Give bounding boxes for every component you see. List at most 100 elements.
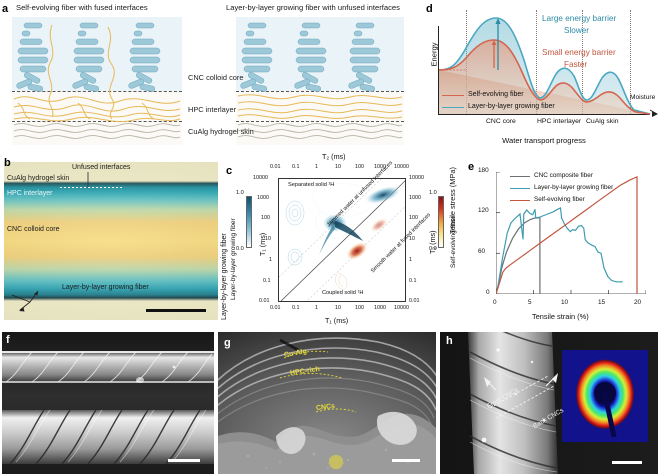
panel-d-y-axis — [438, 26, 439, 114]
panel-h-beamstop — [594, 382, 616, 405]
panel-e-xtick-20: 20 — [634, 299, 642, 306]
panel-e-ytick-60: 60 — [478, 248, 486, 255]
schematic-left-svg — [13, 22, 181, 139]
panel-c-left-axis-title: T₁ (ms) — [258, 232, 267, 256]
panel-c-top-tick-3: 10 — [335, 164, 341, 170]
panel-c-right-tick-5: 1000 — [409, 195, 421, 201]
panel-e-stress-strain: e 180 120 60 0 0 5 10 15 20 Tensile stre… — [448, 152, 660, 330]
panel-f-letter: f — [6, 334, 10, 346]
panel-h-scale-bar — [612, 461, 642, 464]
panel-d-legend-swatch-self-evolving — [442, 95, 464, 96]
panel-g-sem-cross-section: g — [218, 332, 436, 474]
panel-d-note-teal-2: Slower — [564, 26, 590, 35]
cualg-skin-region-right — [236, 121, 404, 145]
panel-c-letter: c — [226, 165, 233, 177]
panel-b-caption: Layer-by-layer growing fiber — [62, 284, 149, 291]
panel-e-ytick-120: 120 — [478, 207, 489, 214]
panel-d-zone-cnc-core: CNC core — [486, 118, 516, 125]
panel-c-bottom-axis-title: T₁ (ms) — [325, 316, 349, 325]
hpc-interlayer-region — [12, 91, 182, 121]
label-cnc-colloid-core: CNC colloid core — [188, 73, 244, 82]
panel-c-bottom-tick-5: 1000 — [374, 305, 386, 311]
panel-c-right-tick-4: 100 — [409, 215, 418, 221]
panel-c-t1t2-correlation: c T₂ (ms) 0.01 0.1 1 10 100 1000 10000 1… — [222, 152, 457, 330]
panel-c-bottom-tick-3: 10 — [335, 305, 341, 311]
panel-b-overlay — [11, 172, 124, 312]
panel-c-top-tick-0: 0.01 — [270, 164, 281, 170]
panel-a-title-left: Self-evolving fiber with fused interface… — [16, 3, 148, 12]
panel-b-callout-unfused-interfaces: Unfused interfaces — [72, 164, 131, 171]
panel-e-legend-swatch-layer — [510, 188, 530, 189]
panel-c-bottom-tick-4: 100 — [355, 305, 364, 311]
panel-e-curves — [496, 172, 646, 294]
interface-dashline-bottom-right — [236, 121, 404, 122]
panel-g-scale-bar — [392, 459, 420, 462]
panel-f-scale-bar — [168, 459, 200, 462]
panel-f-image — [2, 332, 214, 474]
panel-d-note-teal-1: Large energy barrier — [542, 14, 617, 23]
panel-c-colorbar-left-label: Layer-by-layer growing fiber — [230, 218, 237, 300]
panel-d-note-red-1: Small energy barrier — [542, 48, 616, 57]
panel-d-x-axis — [438, 114, 650, 115]
panel-c-bottom-tick-1: 0.1 — [292, 305, 300, 311]
panel-c-left-tick-1: 0.1 — [263, 278, 271, 284]
panel-a-letter: a — [2, 3, 9, 15]
panel-a-title-right: Layer-by-layer growing fiber with unfuse… — [226, 3, 400, 12]
panel-c-left-tick-0: 0.01 — [259, 298, 270, 304]
panel-c-colorbar-left-min: 0.0 — [236, 246, 244, 252]
panel-c-bottom-tick-2: 1 — [315, 305, 318, 311]
panel-c-annotation-separated-solid: Separated solid ¹H — [288, 182, 335, 188]
panel-e-legend-label-layer: Layer-by-layer growing fiber — [534, 184, 614, 191]
panel-e-xtick-0: 0 — [493, 299, 497, 306]
panel-c-colorbar-right — [438, 196, 444, 248]
panel-e-ytick-0: 0 — [486, 289, 490, 296]
panel-h-saxs-pattern — [562, 350, 648, 442]
panel-c-right-tick-0: 0.01 — [409, 298, 420, 304]
panel-e-x-axis-title: Tensile strain (%) — [532, 312, 589, 321]
panel-f-sem-twisted-fibers: f — [2, 332, 214, 474]
panel-b-letter: b — [4, 157, 11, 169]
panel-c-top-tick-4: 100 — [355, 164, 364, 170]
panel-b-label-cualg-skin: CuAlg hydrogel skin — [7, 175, 70, 182]
panel-c-colorbar-left-max: 1.0 — [236, 190, 244, 196]
panel-e-xtick-5: 5 — [528, 299, 532, 306]
panel-e-legend-label-cnc: CNC composite fiber — [534, 172, 593, 179]
panel-d-zone-hpc-interlayer: HPC interlayer — [537, 118, 582, 125]
panel-c-left-tick-3: 10 — [265, 236, 271, 242]
panel-c-right-tick-6: 10000 — [409, 175, 424, 181]
panel-d-legend-label-layer: Layer-by-layer growing fiber — [468, 103, 555, 110]
panel-d-divider-4 — [630, 10, 631, 114]
panel-d-legend-label-self-evolving: Self-evolving fiber — [468, 91, 524, 98]
cualg-skin-region — [12, 121, 182, 145]
panel-c-top-tick-1: 0.1 — [292, 164, 300, 170]
panel-g-letter: g — [224, 337, 231, 349]
panel-c-top-tick-6: 10000 — [394, 164, 409, 170]
interface-dashline-bottom — [12, 121, 182, 122]
panel-e-y-axis-title: Tensile stress (MPa) — [448, 167, 457, 234]
panel-e-legend-swatch-cnc — [510, 176, 530, 177]
panel-e-xtick-10: 10 — [561, 299, 569, 306]
panel-c-top-tick-2: 1 — [315, 164, 318, 170]
panel-e-plot-area — [496, 172, 646, 294]
panel-d-zone-cualg-skin: CuAlg skin — [586, 118, 619, 125]
panel-c-top-tick-5: 1000 — [374, 164, 386, 170]
panel-e-legend-label-self: Self-evolving fiber — [534, 196, 585, 203]
panel-d-note-red-2: Faster — [564, 60, 588, 69]
panel-h-letter: h — [446, 335, 453, 347]
panel-b-optical-micrograph: b Unfused interfaces CuAlg hydrogel skin… — [0, 152, 228, 330]
panel-d-letter: d — [426, 3, 433, 15]
panel-b-label-hpc-interlayer: HPC interlayer — [7, 190, 53, 197]
panel-c-left-tick-2: 1 — [269, 257, 272, 263]
panel-d-moisture-label: Moisture — [630, 94, 656, 101]
panel-c-right-tick-2: 1 — [409, 257, 412, 263]
panel-b-label-cnc-core: CNC colloid core — [7, 226, 60, 233]
schematic-self-evolving — [12, 17, 182, 145]
panel-d-divider-3 — [582, 10, 583, 114]
panel-c-right-tick-1: 0.1 — [409, 278, 417, 284]
panel-c-colorbar-right-min: 0.0 — [429, 246, 437, 252]
interface-dashline-top-right — [236, 91, 404, 92]
panel-b-scale-bar — [146, 309, 206, 312]
panel-c-contours — [279, 179, 405, 301]
panel-a-schematic: a Self-evolving fiber with fused interfa… — [0, 0, 420, 150]
